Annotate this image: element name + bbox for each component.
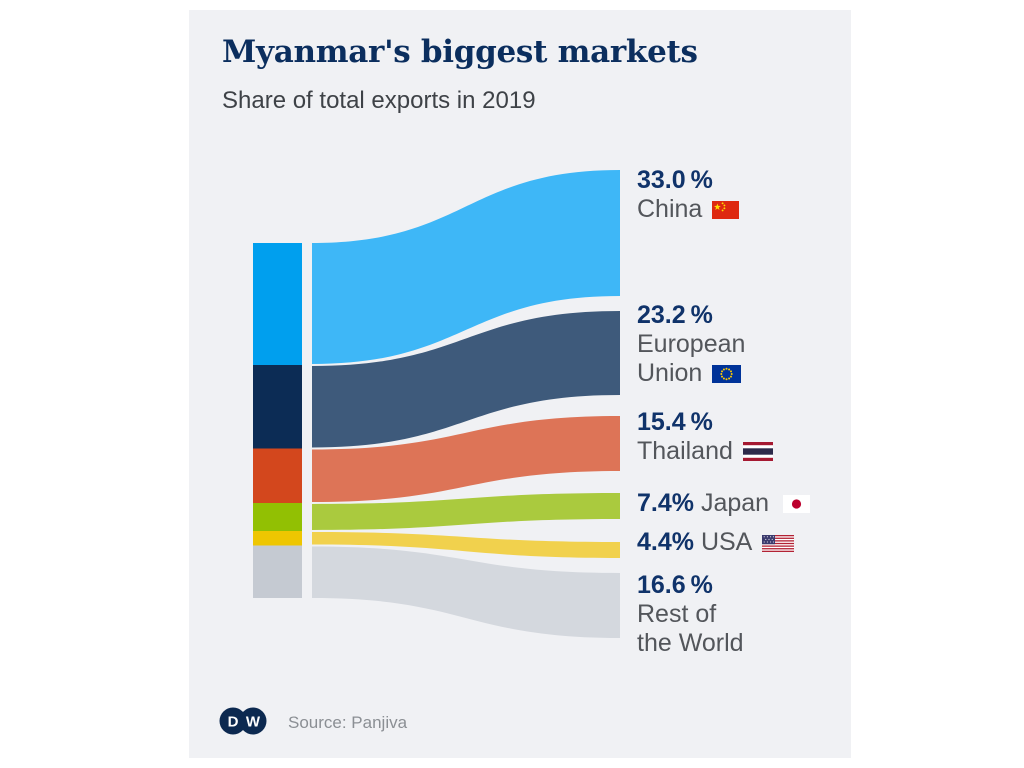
flow-usa — [312, 532, 620, 558]
sankey-chart — [253, 170, 620, 638]
page-subtitle: Share of total exports in 2019 — [222, 87, 536, 114]
usa-percent: 4.4% — [637, 528, 694, 556]
bar-segment-usa — [253, 531, 302, 546]
china-name: China — [637, 195, 703, 223]
dw-logo-letter-d: D — [228, 714, 239, 731]
eu-flag-icon — [712, 365, 742, 383]
dw-logo-icon: D W — [219, 707, 267, 735]
eu-percent: 23.2 % — [637, 301, 713, 329]
dw-logo-letter-w: W — [246, 714, 261, 731]
label-european-union: 23.2 % European Union — [637, 301, 745, 388]
flow-thailand — [312, 416, 620, 502]
eu-name-line2: Union — [637, 359, 703, 387]
usa-name: USA — [700, 528, 753, 556]
japan-flag-icon — [783, 495, 811, 513]
infographic-panel: Myanmar's biggest markets Share of total… — [189, 10, 851, 758]
bar-segment-japan — [253, 503, 302, 531]
flow-japan — [312, 493, 620, 530]
thailand-flag-icon — [742, 442, 773, 461]
label-thailand: 15.4 % Thailand — [637, 408, 773, 466]
thailand-percent: 15.4 % — [637, 408, 713, 436]
japan-percent: 7.4% — [637, 489, 694, 517]
page-title: Myanmar's biggest markets — [222, 34, 698, 70]
row-percent: 16.6 % — [637, 571, 713, 599]
flow-china — [312, 170, 620, 364]
label-rest-of-the-world: 16.6 % Rest of the World — [637, 571, 744, 658]
flow-european-union — [312, 311, 620, 448]
eu-name-line1: European — [637, 330, 746, 358]
bar-segment-rest-of-the-world — [253, 545, 302, 598]
japan-name: Japan — [700, 489, 770, 517]
row-name-line2: the World — [637, 629, 744, 657]
source-text: Source: Panjiva — [288, 713, 408, 732]
china-percent: 33.0 % — [637, 166, 713, 194]
bar-segment-european-union — [253, 365, 302, 449]
label-japan: 7.4% Japan — [637, 489, 811, 518]
bar-segment-thailand — [253, 448, 302, 503]
china-flag-icon — [712, 201, 740, 219]
thailand-name: Thailand — [637, 437, 733, 465]
usa-flag-icon — [762, 535, 795, 552]
flow-rest-of-the-world — [312, 546, 620, 638]
row-name-line1: Rest of — [637, 600, 717, 628]
bar-segment-china — [253, 243, 302, 365]
label-usa: 4.4% USA — [637, 528, 795, 557]
label-china: 33.0 % China — [637, 166, 740, 224]
